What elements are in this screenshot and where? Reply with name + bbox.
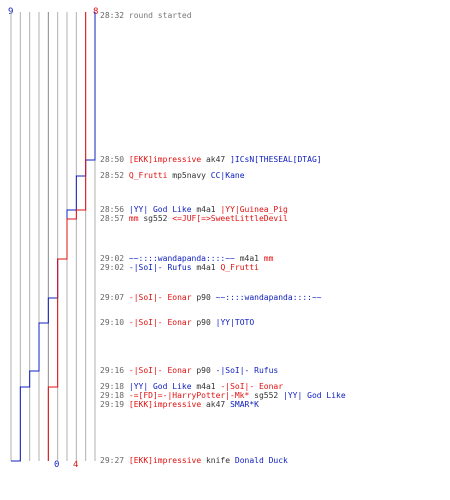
log-player: |YY| God Like	[128, 205, 192, 214]
chart-grid	[10, 12, 96, 461]
log-player: Donald Duck	[234, 456, 288, 465]
log-time: 29:18	[100, 382, 129, 391]
red-score-line	[47, 12, 87, 461]
log-player: Q_Frutti	[220, 263, 259, 272]
log-time: 28:56	[100, 205, 129, 214]
log-player: mm	[128, 214, 139, 223]
log-player: [EKK]impressive	[128, 400, 202, 409]
log-time: 29:19	[100, 400, 129, 409]
log-row: 29:18 |YY| God Like m4a1 -|SoI|- Eonar	[100, 382, 283, 391]
log-weapon: m4a1	[234, 254, 264, 263]
log-player: [EKK]impressive	[128, 155, 202, 164]
log-player: CC|Kane	[210, 171, 245, 180]
log-player: ]ICsN[THESEAL[DTAG]	[230, 155, 322, 164]
log-message: round started	[128, 11, 192, 20]
log-weapon: p90	[191, 318, 216, 327]
log-player: ~~::::wandapanda::::~~	[215, 293, 322, 302]
log-row: 28:57 mm sg552 <=JUF[=>SweetLittleDevil	[100, 214, 288, 223]
log-weapon: m4a1	[191, 263, 221, 272]
log-player: -=[FD]=-|HarryPotter|-Mk*	[128, 391, 250, 400]
log-row: 29:02 ~~::::wandapanda::::~~ m4a1 mm	[100, 254, 273, 263]
log-time: 28:50	[100, 155, 129, 164]
log-player: <=JUF[=>SweetLittleDevil	[172, 214, 288, 223]
log-row: 28:56 |YY| God Like m4a1 |YY|Guinea_Pig	[100, 205, 288, 214]
log-time: 29:18	[100, 391, 129, 400]
red-start-label: 8	[93, 7, 98, 17]
log-row: 29:18 -=[FD]=-|HarryPotter|-Mk* sg552 |Y…	[100, 391, 346, 400]
log-player: |YY|Guinea_Pig	[220, 205, 288, 214]
log-weapon: ak47	[201, 155, 231, 164]
kill-log: 28:32 round started 28:50 [EKK]impressive…	[100, 0, 448, 500]
log-time: 29:02	[100, 263, 129, 272]
log-player: |YY|TOTO	[215, 318, 255, 327]
log-row: 29:27 [EKK]impressive knife Donald Duck	[100, 456, 288, 465]
log-player: -|SoI|- Rufus	[215, 366, 279, 375]
log-time: 29:27	[100, 456, 129, 465]
log-weapon: mp5navy	[167, 171, 211, 180]
log-time: 29:02	[100, 254, 129, 263]
log-row: 29:19 [EKK]impressive ak47 SMAR*K	[100, 400, 259, 409]
blue-end-label: 0	[54, 460, 59, 470]
log-player: mm	[263, 254, 274, 263]
log-time: 28:32	[100, 11, 129, 20]
blue-score-line	[11, 12, 96, 462]
log-row: 28:52 Q_Frutti mp5navy CC|Kane	[100, 171, 245, 180]
log-weapon: sg552	[138, 214, 173, 223]
log-weapon: sg552	[249, 391, 284, 400]
log-player: -|SoI|- Eonar	[128, 366, 192, 375]
log-row: 29:16 -|SoI|- Eonar p90 -|SoI|- Rufus	[100, 366, 278, 375]
chart-series	[11, 12, 96, 462]
log-weapon: ak47	[201, 400, 231, 409]
log-player: ~~::::wandapanda::::~~	[128, 254, 235, 263]
log-row: 28:50 [EKK]impressive ak47 ]ICsN[THESEAL…	[100, 155, 322, 164]
log-weapon: p90	[191, 293, 216, 302]
log-player: SMAR*K	[230, 400, 259, 409]
log-time: 28:57	[100, 214, 129, 223]
log-time: 28:52	[100, 171, 129, 180]
log-player: |YY| God Like	[283, 391, 346, 400]
log-row: 28:32 round started	[100, 11, 192, 20]
log-row: 29:07 -|SoI|- Eonar p90 ~~::::wandapanda…	[100, 293, 322, 302]
log-player: |YY| God Like	[128, 382, 192, 391]
log-player: -|SoI|- Eonar	[220, 382, 284, 391]
log-weapon: m4a1	[191, 382, 221, 391]
red-end-label: 4	[73, 460, 78, 470]
log-time: 29:07	[100, 293, 129, 302]
log-player: -|SoI|- Eonar	[128, 318, 192, 327]
log-player: -|SoI|- Rufus	[128, 263, 192, 272]
score-chart: 9 8 0 4	[8, 7, 98, 470]
log-time: 29:10	[100, 318, 129, 327]
log-player: -|SoI|- Eonar	[128, 293, 192, 302]
log-weapon: knife	[201, 456, 235, 465]
log-weapon: p90	[191, 366, 216, 375]
log-row: 29:10 -|SoI|- Eonar p90 |YY|TOTO	[100, 318, 254, 327]
log-row: 29:02 -|SoI|- Rufus m4a1 Q_Frutti	[100, 263, 259, 272]
log-player: Q_Frutti	[128, 171, 168, 180]
log-player: [EKK]impressive	[128, 456, 202, 465]
log-time: 29:16	[100, 366, 129, 375]
log-weapon: m4a1	[191, 205, 221, 214]
